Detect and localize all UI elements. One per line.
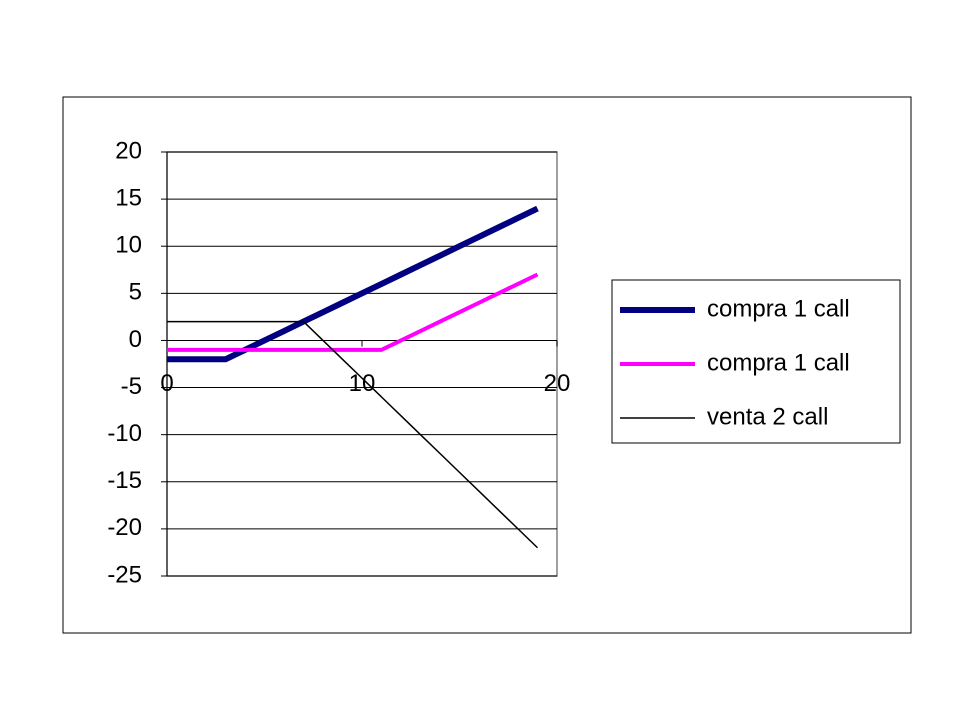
x-tick-label: 10 [349,370,376,397]
series-line [167,320,539,549]
y-tick-label: 15 [115,184,142,211]
x-tick-label: 0 [160,370,173,397]
y-tick-label: 20 [115,137,142,164]
legend-label: venta 2 call [707,403,828,430]
plot-area [166,151,558,577]
legend-label: compra 1 call [707,349,850,376]
x-tick-label: 20 [544,370,571,397]
y-tick-label: 5 [129,279,142,306]
y-tick-label: -20 [107,514,142,541]
series-line [167,272,539,352]
y-tick-label: -25 [107,561,142,588]
y-tick-label: -10 [107,420,142,447]
y-tick-label: -5 [121,373,142,400]
series-line [167,205,539,363]
legend-label: compra 1 call [707,295,850,322]
y-tick-label: -15 [107,467,142,494]
y-tick-label: 0 [129,326,142,353]
y-tick-label: 10 [115,232,142,259]
